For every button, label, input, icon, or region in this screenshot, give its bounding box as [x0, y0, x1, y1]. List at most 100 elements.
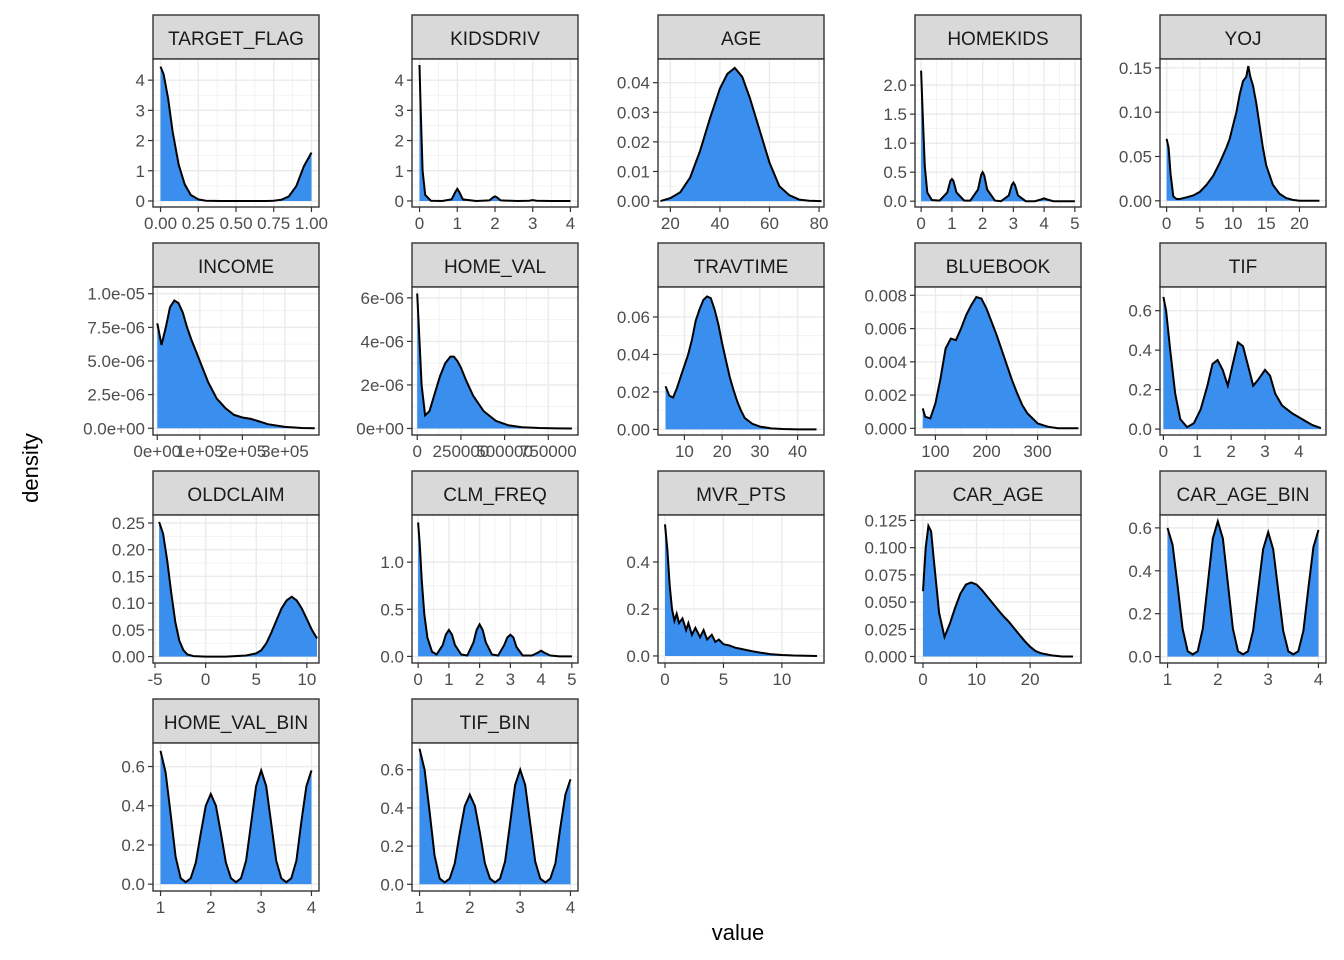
x-tick-label: 2 — [475, 670, 484, 689]
x-tick-label: 5 — [252, 670, 261, 689]
y-tick-label: 3 — [395, 101, 404, 120]
facet-strip-label: KIDSDRIV — [450, 29, 540, 50]
x-tick-label: 20 — [661, 214, 680, 233]
x-tick-label: 4 — [566, 898, 575, 917]
minor-gridlines — [412, 515, 578, 663]
x-tick-label: 4 — [307, 898, 316, 917]
x-tick-label: 2 — [1213, 670, 1222, 689]
y-tick-label: 0.01 — [617, 162, 650, 181]
x-tick-label: 0.50 — [219, 214, 252, 233]
y-tick-label: 0.05 — [1119, 147, 1152, 166]
density-line — [660, 66, 822, 203]
panel-age: AGE 0.00 0.01 0.02 0.03 0.04 20 40 60 80 — [617, 14, 829, 233]
x-tick-label: 20 — [713, 442, 732, 461]
facet-strip — [411, 698, 579, 744]
facet-strip-label: OLDCLAIM — [187, 485, 284, 506]
facet-strip-label: INCOME — [198, 257, 274, 278]
minor-gridlines — [915, 59, 1081, 207]
density-line — [922, 522, 1073, 658]
density-line — [418, 64, 571, 203]
y-tick-label: 3 — [136, 101, 145, 120]
density-line — [159, 66, 313, 202]
facet-strip-label: TIF_BIN — [460, 713, 531, 734]
y-tick-label: 0.6 — [380, 761, 404, 780]
panel-tif: TIF 0.0 0.2 0.4 0.6 0 1 2 3 4 — [1128, 242, 1327, 461]
facet-strip-label: AGE — [721, 29, 761, 50]
y-tick-label: 0.25 — [112, 514, 145, 533]
y-tick-label: 0.0 — [1128, 420, 1152, 439]
facet-strip — [411, 470, 579, 516]
x-tick-label: 3 — [528, 214, 537, 233]
panel-car-age: CAR_AGE 0.000 0.025 0.050 0.075 0.100 0.125 0 10… — [864, 470, 1082, 689]
y-tick-label: 4 — [136, 71, 145, 90]
panel-border — [152, 514, 320, 664]
x-tick-label: 0 — [916, 214, 925, 233]
y-tick-label: 0.000 — [864, 419, 907, 438]
facet-strip — [152, 242, 320, 288]
y-tick-label: 0.5 — [380, 600, 404, 619]
x-tick-label: 20 — [1021, 670, 1040, 689]
y-tick-label: 0.20 — [112, 541, 145, 560]
y-tick-label: 4e-06 — [361, 332, 404, 351]
panel-home-val-bin: HOME_VAL_BIN 0.0 0.2 0.4 0.6 1 2 3 4 — [121, 698, 320, 917]
y-tick-label: 0.06 — [617, 308, 650, 327]
x-tick-label: 0.25 — [182, 214, 215, 233]
x-tick-label: 0 — [1159, 442, 1168, 461]
y-tick-label: 0 — [395, 192, 404, 211]
x-tick-label: -5 — [147, 670, 162, 689]
y-tick-label: 0.0e+00 — [83, 419, 145, 438]
x-tick-label: 1 — [444, 670, 453, 689]
y-tick-label: 0.100 — [864, 539, 907, 558]
panel-border — [657, 286, 825, 436]
y-tick-label: 0.075 — [864, 566, 907, 585]
density-line — [1165, 65, 1320, 202]
y-tick-label: 0.00 — [1119, 192, 1152, 211]
panel-mvr-pts: MVR_PTS 0.0 0.2 0.4 0 5 10 — [626, 470, 825, 689]
facet-strip-label: BLUEBOOK — [946, 257, 1051, 278]
density-area — [660, 67, 822, 202]
x-tick-label: 4 — [536, 670, 545, 689]
y-tick-label: 2.0 — [883, 76, 907, 95]
x-tick-label: 15 — [1257, 214, 1276, 233]
panel-income: INCOME 0.0e+00 2.5e-06 5.0e-06 7.5e-06 1.0e-0… — [83, 242, 320, 461]
y-tick-label: 1 — [395, 162, 404, 181]
y-tick-label: 0.15 — [112, 567, 145, 586]
panel-border — [914, 514, 1082, 664]
x-tick-label: 2 — [490, 214, 499, 233]
y-tick-label: 0.4 — [626, 553, 650, 572]
y-tick-label: 0.00 — [617, 192, 650, 211]
y-tick-label: 0.00 — [112, 648, 145, 667]
y-tick-label: 0.025 — [864, 620, 907, 639]
density-line — [417, 522, 572, 658]
density-line — [920, 70, 1075, 203]
x-tick-label: 0.75 — [257, 214, 290, 233]
y-tick-label: 0.04 — [617, 345, 650, 364]
facet-strip-label: YOJ — [1225, 29, 1262, 50]
x-tick-label: 0.00 — [144, 214, 177, 233]
y-tick-label: 0.2 — [1128, 605, 1152, 624]
density-area — [157, 300, 315, 429]
facet-strip-label: TIF — [1229, 257, 1258, 278]
x-tick-label: 0 — [1162, 214, 1171, 233]
x-tick-label: 4 — [1039, 214, 1048, 233]
minor-gridlines — [412, 59, 578, 207]
y-tick-label: 0.0 — [1128, 648, 1152, 667]
panel-yoj: YOJ 0.00 0.05 0.10 0.15 0 5 10 15 20 — [1119, 14, 1327, 233]
y-tick-label: 1.5 — [883, 105, 907, 124]
facet-strip-label: CLM_FREQ — [443, 485, 546, 506]
x-tick-label: 5 — [1070, 214, 1079, 233]
y-tick-label: 1 — [136, 162, 145, 181]
x-tick-label: 0 — [413, 442, 422, 461]
panel-border — [1159, 58, 1327, 208]
density-area — [665, 296, 817, 430]
y-tick-label: 0.0 — [121, 875, 145, 894]
density-line — [664, 524, 818, 657]
y-tick-label: 1.0 — [380, 553, 404, 572]
facet-strip — [657, 14, 825, 60]
x-tick-label: 3 — [1260, 442, 1269, 461]
y-tick-label: 0.0 — [883, 192, 907, 211]
y-tick-label: 0.2 — [121, 836, 145, 855]
x-tick-label: 2 — [1226, 442, 1235, 461]
x-tick-label: 1 — [415, 898, 424, 917]
x-tick-label: 4 — [1294, 442, 1303, 461]
